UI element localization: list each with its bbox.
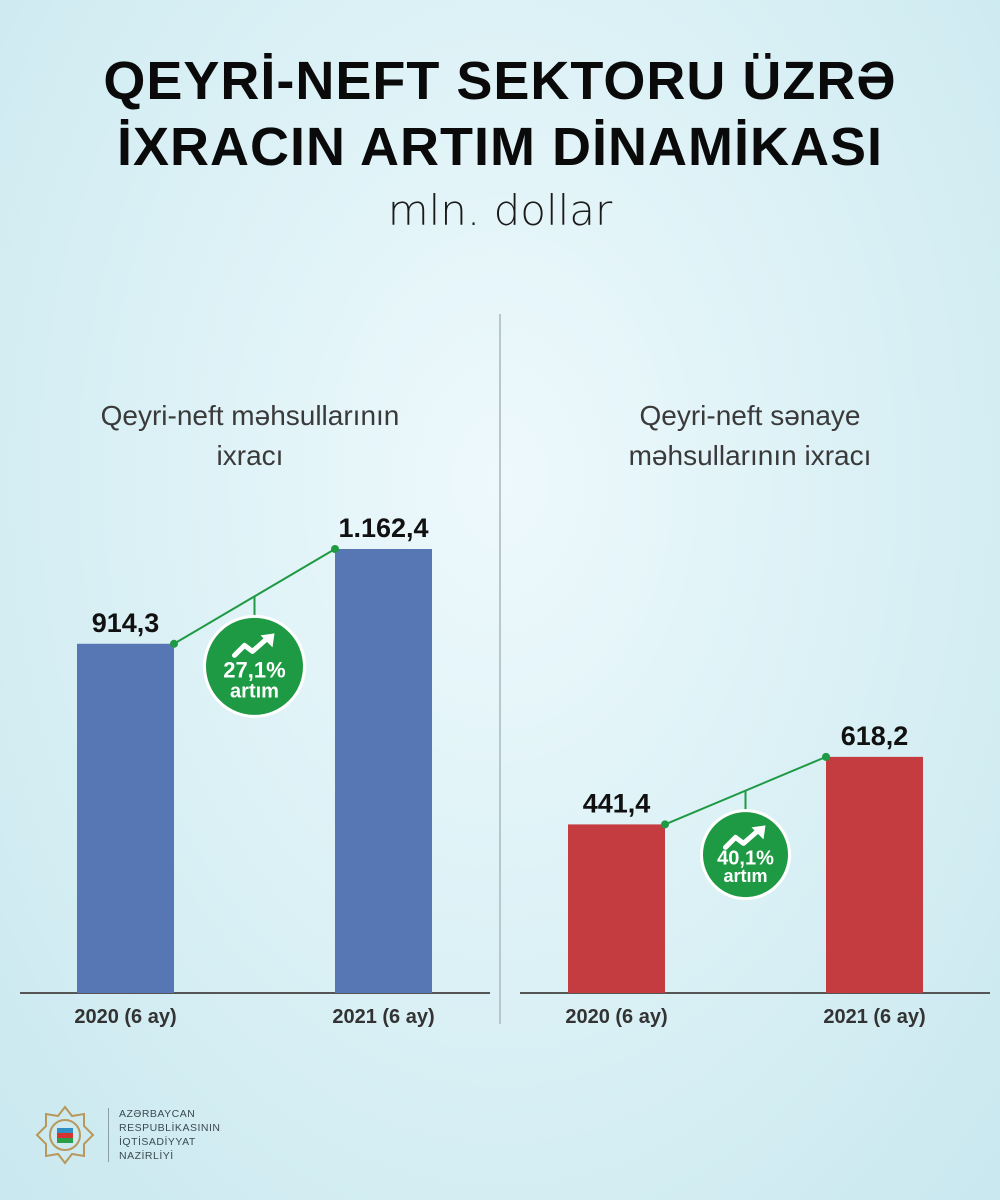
growth-badge [203, 614, 306, 718]
trend-arrow-head [751, 825, 766, 840]
connector-point-start [661, 820, 669, 829]
connector-point-start [170, 639, 178, 648]
org-line-4: NAZİRLİYİ [119, 1150, 174, 1162]
bar-1 [568, 824, 665, 993]
chart-panel-non-oil-products: Qeyri-neft məhsullarının ixracı 914,3 202… [0, 396, 500, 1028]
trend-arrow-line [232, 634, 271, 658]
org-line-3: İQTİSADİYYAT [119, 1136, 196, 1148]
data-label-2: 618,2 [841, 721, 909, 751]
chart-title: Qeyri-neft məhsullarının ixracı [0, 396, 500, 476]
ministry-emblem-icon [35, 1105, 95, 1165]
category-label-1: 2020 (6 ay) [74, 1006, 176, 1028]
title-line-1: QEYRİ-NEFT SEKTORU ÜZRƏ [103, 51, 897, 111]
chart-title-line-1: Qeyri-neft məhsullarının [100, 400, 400, 431]
ministry-footer: AZƏRBAYCAN RESPUBLİKASININ İQTİSADİYYAT … [34, 1100, 220, 1170]
data-label-2: 1.162,4 [338, 513, 428, 543]
chart-title-line-2: ixracı [216, 440, 284, 471]
org-line-1: AZƏRBAYCAN [119, 1108, 196, 1120]
growth-word: artım [230, 680, 279, 702]
chart-title-line-2: məhsullarının ixracı [628, 440, 872, 471]
unit-label: mln. dollar [387, 186, 613, 235]
trend-arrow-line [723, 826, 762, 850]
bar-2 [335, 549, 432, 993]
bar-1 [77, 643, 174, 993]
connector-point-end [331, 545, 339, 553]
org-line-2: RESPUBLİKASININ [119, 1122, 221, 1134]
chart-title: Qeyri-neft sənaye məhsullarının ixracı [500, 396, 1000, 476]
data-label-1: 441,4 [583, 788, 651, 818]
page-title: QEYRİ-NEFT SEKTORU ÜZRƏ İXRACIN ARTIM Dİ… [0, 48, 1000, 180]
category-label-2: 2021 (6 ay) [823, 1006, 925, 1028]
trend-up-icon [232, 633, 275, 658]
data-label-1: 914,3 [92, 608, 160, 638]
chart-panel-non-oil-industrial-products: Qeyri-neft sənaye məhsullarının ixracı 4… [500, 0, 1000, 1200]
category-label-1: 2020 (6 ay) [565, 1006, 667, 1028]
growth-word: artım [723, 866, 767, 886]
bar-2 [826, 756, 923, 993]
growth-percent: 40,1% [717, 847, 774, 869]
footer-separator [108, 1108, 109, 1162]
growth-badge [700, 809, 791, 901]
bar-chart: 914,3 2020 (6 ay) 1.162,4 2021 (6 ay) 27,1%a… [20, 513, 490, 1028]
chart-title-line-1: Qeyri-neft sənaye [639, 400, 861, 431]
trend-up-icon [723, 825, 766, 850]
bar-chart: 441,4 2020 (6 ay) 618,2 2021 (6 ay) 40,1%art… [520, 721, 990, 1028]
trend-arrow-head [260, 633, 275, 648]
title-line-2: İXRACIN ARTIM DİNAMİKASI [117, 117, 883, 177]
growth-percent: 27,1% [223, 657, 285, 682]
panel-divider [499, 314, 501, 1024]
connector-point-end [822, 752, 830, 761]
ministry-name: AZƏRBAYCAN RESPUBLİKASININ İQTİSADİYYAT … [119, 1107, 220, 1163]
category-label-2: 2021 (6 ay) [332, 1006, 434, 1028]
